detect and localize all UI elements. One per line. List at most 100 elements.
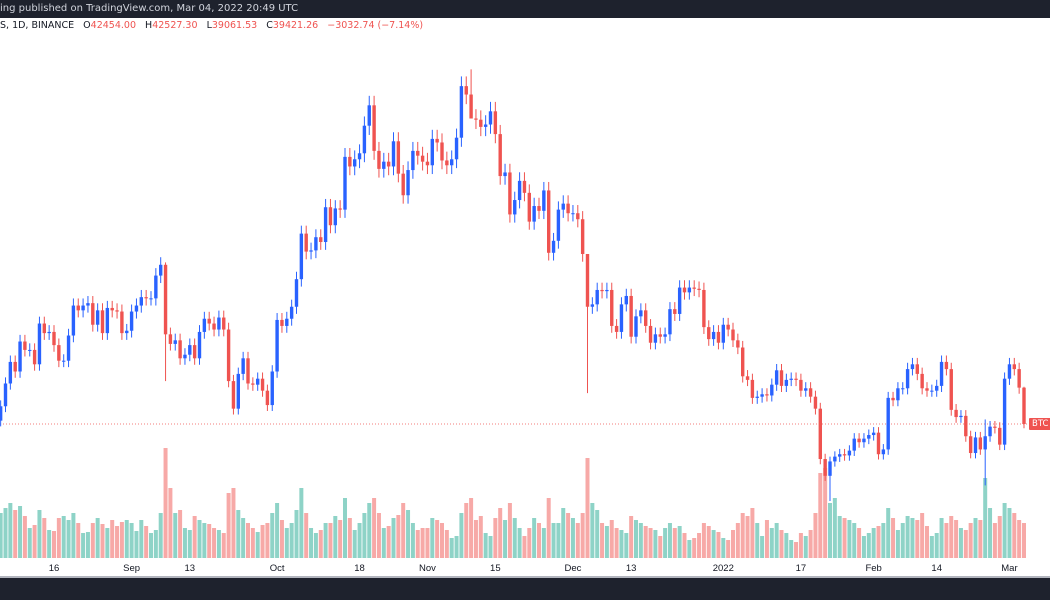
volume-bar: [488, 536, 493, 558]
volume-bar: [934, 533, 939, 558]
volume-bar: [246, 523, 250, 558]
volume-bar: [299, 488, 304, 558]
candle-body: [411, 150, 415, 171]
volume-bar: [328, 523, 333, 558]
volume-bar: [284, 528, 289, 558]
volume-bar: [944, 523, 949, 558]
volume-bar: [949, 516, 954, 558]
high-value: 42527.30: [152, 20, 198, 31]
volume-bar: [697, 533, 702, 558]
candle-body: [416, 150, 420, 156]
volume-bar: [677, 526, 682, 558]
candlestick-chart[interactable]: 16 Sep 13 Oct 18 Nov 15 Dec 13 2022 17 Feb 14 Mar: [0, 0, 1050, 578]
volume-bar: [532, 518, 537, 558]
volume-bar: [3, 508, 8, 558]
volume-bar: [47, 530, 52, 558]
candle-body: [47, 331, 51, 334]
volume-bar: [66, 520, 71, 558]
volume-bar: [663, 528, 668, 558]
candle-body: [833, 456, 837, 462]
candle-body: [202, 318, 207, 332]
candle-body: [527, 192, 531, 222]
candle-body: [532, 206, 536, 222]
candle-body: [1002, 378, 1007, 445]
volume-bar: [406, 510, 411, 558]
candle-body: [319, 237, 323, 243]
candle-body: [125, 330, 129, 334]
candle-body: [930, 390, 934, 392]
candle-body: [386, 161, 391, 167]
volume-bar: [595, 510, 600, 558]
candle-body: [580, 219, 585, 254]
volume-bar: [823, 468, 828, 558]
volume-bar: [1017, 520, 1022, 558]
candle-body: [983, 436, 987, 450]
candle-body: [697, 288, 701, 290]
volume-bar: [435, 520, 440, 558]
candle-body: [687, 287, 692, 293]
volume-bar: [294, 510, 299, 558]
volume-bar: [182, 528, 187, 558]
candle-body: [440, 142, 444, 161]
axis-divider: [0, 576, 1050, 578]
candle-body: [988, 426, 992, 437]
volume-bar: [498, 508, 503, 558]
candle-body: [372, 105, 376, 151]
open-label: O: [83, 20, 91, 31]
candle-body: [813, 396, 818, 409]
volume-bar: [464, 503, 469, 558]
candle-body: [192, 345, 197, 359]
candle-body: [939, 361, 944, 386]
volume-bar: [212, 528, 217, 558]
volume-bar: [153, 530, 158, 558]
candle-body: [479, 119, 483, 127]
volume-bar: [537, 523, 541, 558]
volume-bar: [71, 513, 76, 558]
candle-body: [275, 319, 279, 372]
change-value: −3032.74 (−7.14%): [327, 20, 424, 31]
volume-bar: [37, 510, 42, 558]
candle-body: [770, 384, 774, 396]
candle-body: [871, 432, 876, 436]
volume-bar: [590, 503, 595, 558]
candle-body: [721, 324, 725, 343]
volume-bars: [0, 448, 1026, 558]
volume-bar: [915, 520, 920, 558]
candle-body: [959, 415, 963, 418]
x-tick-label: 17: [796, 563, 807, 574]
volume-bar: [313, 533, 318, 558]
symbol-label: S, 1D, BINANCE: [0, 20, 75, 31]
volume-bar: [692, 538, 697, 558]
volume-bar: [832, 498, 837, 558]
candle-body: [716, 331, 721, 343]
candle-body: [731, 329, 735, 341]
volume-bar: [444, 530, 449, 558]
candle-body: [711, 331, 716, 340]
candle-body: [910, 364, 915, 370]
volume-bar: [794, 542, 799, 558]
candle-body: [668, 309, 672, 335]
volume-bar: [648, 528, 653, 558]
candle-body: [294, 279, 299, 307]
candle-body: [881, 449, 886, 455]
volume-bar: [119, 522, 124, 558]
volume-bar: [711, 530, 716, 558]
candle-body: [139, 297, 143, 306]
candle-body: [619, 304, 624, 332]
volume-bar: [85, 532, 90, 558]
candle-body: [905, 369, 910, 389]
volume-bar: [207, 524, 212, 558]
volume-bar: [124, 520, 129, 558]
candle-body: [129, 311, 134, 331]
volume-bar: [740, 513, 745, 558]
candle-body: [42, 323, 46, 334]
candle-body: [168, 334, 173, 344]
candle-body: [765, 394, 769, 396]
volume-bar: [430, 518, 435, 558]
candle-body: [547, 190, 551, 253]
volume-bar: [910, 518, 915, 558]
x-tick-label: 13: [626, 563, 637, 574]
candle-body: [605, 289, 609, 292]
candle-body: [183, 354, 187, 359]
candle-body: [968, 436, 973, 454]
